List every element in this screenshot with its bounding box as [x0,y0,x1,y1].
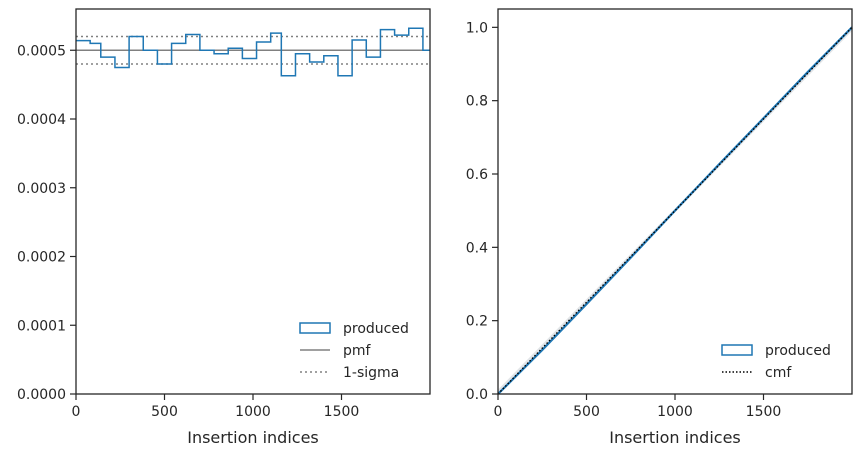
y-tick-label: 0.4 [466,240,488,256]
legend: produced pmf 1-sigma [299,321,409,381]
produced-line [497,26,853,395]
x-tick-label: 1000 [235,404,271,420]
y-tick-label: 0.0001 [17,318,66,334]
x-tick-label: 1000 [657,404,693,420]
y-tick-label: 0.2 [466,314,488,330]
y-tick-label: 0.0002 [17,250,66,266]
axes-frame [75,8,431,395]
x-axis-label: Insertion indices [187,428,319,447]
x-tick-label: 1500 [324,404,360,420]
y-tick-label: 0.0000 [17,387,66,403]
y-tick-label: 1.0 [466,20,488,36]
left-panel-pmf-histogram: 0 500 1000 1500 0.0000 0.0001 0.0002 0.0003 0.00… [17,8,431,447]
legend-label: produced [765,343,831,359]
axes-frame [497,8,853,395]
y-tick-label: 0.8 [466,94,488,110]
legend: produced cmf [721,343,831,381]
x-tick-label: 500 [573,404,600,420]
legend-label: pmf [343,343,372,359]
y-tick-label: 0.6 [466,167,488,183]
legend-label: 1-sigma [343,365,399,381]
x-tick-label: 0 [494,404,503,420]
legend-produced-handle [299,322,331,334]
y-tick-label: 0.0003 [17,181,66,197]
x-axis-label: Insertion indices [609,428,741,447]
x-tick-label: 1500 [746,404,782,420]
y-tick-label: 0.0005 [17,43,66,59]
legend-produced-handle [721,344,753,356]
cmf-line [497,26,853,395]
y-tick-label: 0.0 [466,387,488,403]
produced-step-histogram [76,27,430,77]
legend-label: produced [343,321,409,337]
x-tick-label: 0 [72,404,81,420]
y-tick-label: 0.0004 [17,112,66,128]
legend-label: cmf [765,365,792,381]
x-tick-label: 500 [151,404,178,420]
right-panel-cmf-plot: 0 500 1000 1500 0.0 0.2 0.4 0.6 0.8 1.0 Insertion … [466,8,853,447]
